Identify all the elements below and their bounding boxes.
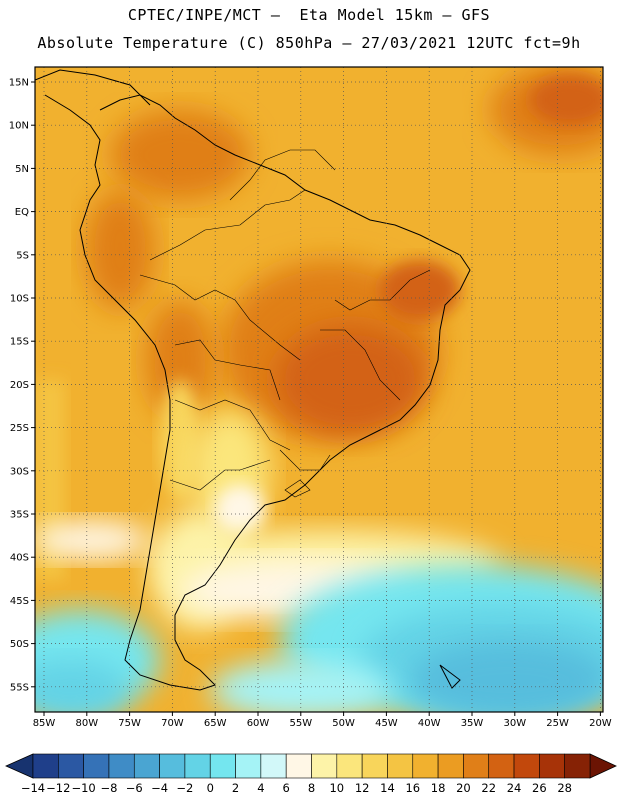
colorbar-label: 6	[283, 781, 290, 795]
colorbar-swatch	[285, 753, 312, 779]
latitude-tick-label: 5S	[16, 250, 29, 261]
colorbar-swatch	[209, 753, 236, 779]
longitude-tick-label: 30W	[503, 718, 526, 729]
longitude-tick-label: 35W	[461, 718, 484, 729]
longitude-tick-label: 50W	[332, 718, 355, 729]
longitude-tick-label: 85W	[33, 718, 56, 729]
colorbar-label: 26	[532, 781, 547, 795]
colorbar-swatch	[412, 753, 439, 779]
colorbar-label: 20	[456, 781, 471, 795]
longitude-ticks: 85W 80W 75W 70W 65W 60W 55W 50W 45W 40W 35W 30W 25W 2…	[33, 712, 612, 729]
colorbar-swatch	[361, 753, 388, 779]
longitude-tick-label: 55W	[289, 718, 312, 729]
graticule	[35, 67, 603, 712]
colorbar-swatch	[311, 753, 338, 779]
latitude-tick-label: 15N	[9, 78, 29, 89]
longitude-tick-label: 40W	[418, 718, 441, 729]
longitude-tick-label: 25W	[546, 718, 569, 729]
colorbar-swatch	[133, 753, 160, 779]
latitude-tick-label: 5N	[15, 164, 29, 175]
latitude-tick-label: 10N	[9, 121, 29, 132]
colorbar-swatch	[235, 753, 262, 779]
latitude-tick-label: 10S	[10, 294, 29, 305]
colorbar-under-arrow	[5, 753, 34, 779]
latitude-tick-label: 40S	[10, 553, 29, 564]
colorbar-swatch	[58, 753, 84, 779]
longitude-tick-label: 75W	[118, 718, 141, 729]
colorbar-swatch	[336, 753, 363, 779]
colorbar: −14 −12 −10 −8 −6 −4 −2 0 2 4 6 8 10 12 14 16 18 20 22 24 26…	[5, 753, 617, 795]
colorbar-label: 22	[481, 781, 496, 795]
colorbar-label: 2	[232, 781, 239, 795]
longitude-tick-label: 45W	[375, 718, 398, 729]
longitude-tick-label: 60W	[247, 718, 270, 729]
latitude-ticks: 15N 10N 5N EQ 5S 10S 15S 20S 25S 30S 35S 40S 45S 50S 5…	[9, 78, 35, 693]
colorbar-swatch	[108, 753, 135, 779]
latitude-tick-label: 45S	[10, 596, 29, 607]
latitude-tick-label: 35S	[10, 510, 29, 521]
colorbar-label: 16	[405, 781, 420, 795]
latitude-tick-label: 50S	[10, 639, 29, 650]
latitude-tick-label: 30S	[10, 466, 29, 477]
colorbar-swatch	[488, 753, 515, 779]
colorbar-label: −12	[46, 781, 70, 795]
colorbar-label: 24	[507, 781, 522, 795]
colorbar-swatch	[260, 753, 287, 779]
colorbar-label: 14	[380, 781, 395, 795]
colorbar-swatch	[437, 753, 464, 779]
longitude-tick-label: 70W	[161, 718, 184, 729]
colorbar-swatch	[184, 753, 211, 779]
plot-frame	[34, 66, 604, 713]
latitude-tick-label: 25S	[10, 423, 29, 434]
colorbar-label: 0	[207, 781, 214, 795]
colorbar-swatch	[387, 753, 414, 779]
longitude-tick-label: 65W	[204, 718, 227, 729]
latitude-tick-label: 55S	[10, 682, 29, 693]
chart-title-line1: CPTEC/INPE/MCT – Eta Model 15km – GFS	[127, 6, 491, 24]
colorbar-label: 10	[329, 781, 344, 795]
colorbar-label: 12	[355, 781, 370, 795]
longitude-tick-label: 20W	[589, 718, 612, 729]
temperature-field	[35, 67, 603, 712]
chart-title-line2: Absolute Temperature (C) 850hPa – 27/03/…	[37, 34, 581, 52]
colorbar-swatch	[32, 753, 59, 779]
colorbar-swatch	[463, 753, 490, 779]
colorbar-label: −14	[21, 781, 45, 795]
colorbar-label: 18	[431, 781, 446, 795]
colorbar-label: −2	[176, 781, 193, 795]
longitude-tick-label: 80W	[75, 718, 98, 729]
colorbar-swatch	[83, 753, 110, 779]
latitude-tick-label: 15S	[10, 337, 29, 348]
colorbar-label: 8	[308, 781, 315, 795]
colorbar-over-arrow	[589, 753, 617, 779]
country-borders	[139, 149, 431, 498]
colorbar-swatch	[159, 753, 186, 779]
colorbar-swatch	[539, 753, 565, 779]
colorbar-swatch	[564, 753, 591, 779]
colorbar-swatch	[513, 753, 540, 779]
colorbar-label: 4	[257, 781, 264, 795]
colorbar-label: −10	[71, 781, 95, 795]
latitude-tick-label: 20S	[10, 380, 29, 391]
coastline	[35, 69, 471, 691]
latitude-tick-label: EQ	[15, 207, 29, 218]
colorbar-label: 28	[557, 781, 572, 795]
colorbar-label: −6	[126, 781, 143, 795]
colorbar-label: −8	[100, 781, 117, 795]
colorbar-label: −4	[151, 781, 168, 795]
